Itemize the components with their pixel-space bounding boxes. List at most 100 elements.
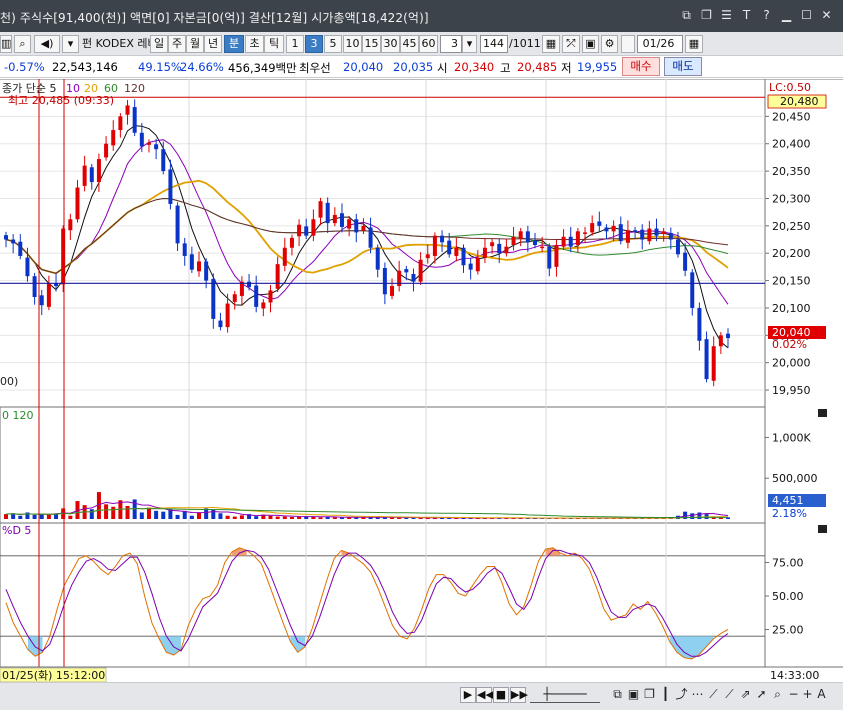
volume-panel-close-icon[interactable]	[818, 409, 827, 417]
candle-body	[11, 239, 16, 244]
save-icon[interactable]: ▣	[582, 35, 599, 53]
help-icon[interactable]: ?	[763, 8, 770, 22]
maximize-icon[interactable]: ☐	[801, 8, 812, 22]
candle-body	[89, 167, 94, 183]
candle-body	[504, 246, 509, 254]
date-checkbox[interactable]	[621, 35, 635, 53]
minimize-icon[interactable]: ▁	[781, 8, 792, 22]
volume-bar	[111, 506, 116, 519]
calendar-icon[interactable]: ▦	[685, 35, 703, 53]
stack-icon[interactable]: ❐	[644, 687, 655, 701]
candle-body	[518, 231, 523, 239]
period-second-button[interactable]: 초	[245, 35, 264, 53]
trend-icon[interactable]: ⤴	[675, 687, 688, 701]
interval-dropdown-icon[interactable]: ▾	[462, 35, 477, 53]
interval-60-button[interactable]: 60	[419, 35, 438, 53]
period-day-button[interactable]: 일	[150, 35, 168, 53]
interval-10-button[interactable]: 10	[343, 35, 362, 53]
interval-input[interactable]: 3	[440, 35, 462, 53]
volume-value: 22,543,146	[52, 60, 118, 74]
stock-chart[interactable]: 20,450 20,400 20,350 20,300 20,250 20,200 20,1…	[0, 79, 843, 682]
sell-button[interactable]: 매도	[664, 57, 702, 76]
volume-bar	[4, 514, 8, 519]
candle-body	[232, 294, 237, 302]
candle-body	[175, 205, 180, 244]
cursor-icon[interactable]: ➚	[756, 687, 767, 701]
grid-toggle-button[interactable]: ▥	[0, 35, 12, 53]
candle-body	[139, 132, 144, 147]
count-total: /1011	[509, 37, 541, 50]
draw-line-icon[interactable]: ⟋	[709, 687, 718, 701]
buy-button[interactable]: 매수	[622, 57, 660, 76]
fast-forward-button[interactable]: ▶▶	[510, 687, 528, 703]
candle-body	[390, 286, 395, 296]
interval-30-button[interactable]: 30	[381, 35, 400, 53]
pattern-icon[interactable]: ⟋	[725, 687, 734, 701]
zoom-search-icon[interactable]: ⌕	[774, 687, 781, 701]
stop-button[interactable]: ■	[493, 687, 509, 703]
volume-bar	[89, 509, 94, 519]
price-legend: 종가 단순 5	[2, 82, 56, 95]
volume-bar	[726, 517, 730, 519]
text-tool-icon[interactable]: T	[742, 8, 751, 22]
volume-bar	[354, 516, 359, 519]
open-label: 시	[437, 61, 448, 75]
close-icon[interactable]: ✕	[821, 8, 832, 22]
volume-bar	[297, 516, 302, 519]
volume-bar	[125, 505, 130, 519]
ma20-label: 20	[84, 82, 98, 95]
speaker-icon[interactable]: ◀)	[34, 35, 60, 53]
copy-icon[interactable]: ❐	[701, 8, 712, 22]
candle-body	[361, 225, 366, 231]
bar-chart-icon[interactable]: ┃	[661, 687, 670, 701]
list-icon[interactable]: ☰	[721, 8, 732, 22]
period-tick-button[interactable]: 틱	[264, 35, 284, 53]
volume-bars	[4, 492, 730, 519]
volume-bar	[282, 516, 287, 519]
count-input[interactable]: 144	[480, 35, 508, 53]
period-year-button[interactable]: 년	[204, 35, 222, 53]
font-size-icon[interactable]: A	[817, 687, 826, 701]
volume-bar	[525, 518, 530, 519]
stock-name[interactable]: 펀 KODEX 레버	[82, 37, 158, 50]
candle-body	[18, 241, 23, 256]
date-input[interactable]: 01/26	[637, 35, 683, 53]
period-minute-button[interactable]: 분	[224, 35, 244, 53]
candle-body	[661, 231, 666, 235]
interval-3-button[interactable]: 3	[305, 35, 323, 53]
volume-bar	[46, 514, 51, 519]
interval-1-button[interactable]: 1	[286, 35, 304, 53]
period-week-button[interactable]: 주	[168, 35, 186, 53]
menu-dropdown-button[interactable]: ▾	[62, 35, 79, 53]
volume-bar	[454, 518, 459, 519]
stochastic-panel-close-icon[interactable]	[818, 525, 827, 533]
oversold-area	[669, 636, 714, 659]
period-month-button[interactable]: 월	[186, 35, 204, 53]
interval-15-button[interactable]: 15	[362, 35, 381, 53]
volume-bar	[68, 515, 73, 519]
search-icon[interactable]: ⌕	[14, 35, 31, 53]
candle-body	[654, 228, 659, 236]
play-button[interactable]: ▶	[460, 687, 476, 703]
zoom-out-icon[interactable]: −	[788, 687, 799, 701]
volume-bar	[139, 512, 144, 519]
interval-5-button[interactable]: 5	[324, 35, 342, 53]
stochastic-panel	[0, 522, 766, 668]
interval-45-button[interactable]: 45	[400, 35, 419, 53]
volume-bar	[211, 510, 216, 519]
zoom-in-icon[interactable]: +	[802, 687, 813, 701]
compare-icon[interactable]: ⤱	[562, 35, 580, 53]
share-icon[interactable]: ⧉	[682, 8, 691, 22]
gear-icon[interactable]: ⚙	[601, 35, 618, 53]
candle-body	[482, 247, 487, 258]
chart-type-icon[interactable]: ▦	[542, 35, 560, 53]
ruler-icon[interactable]: ⇗	[740, 687, 751, 701]
candle-body	[683, 252, 688, 271]
layout-icon[interactable]: ▣	[627, 687, 640, 701]
rewind-button[interactable]: ◀◀	[476, 687, 494, 703]
candle-body	[618, 224, 623, 242]
scroll-slider[interactable]: ┼─────	[530, 686, 600, 703]
ma120-label: 120	[124, 82, 145, 95]
dots-icon[interactable]: ⋯	[691, 687, 704, 701]
window-split-icon[interactable]: ⧉	[613, 687, 622, 701]
